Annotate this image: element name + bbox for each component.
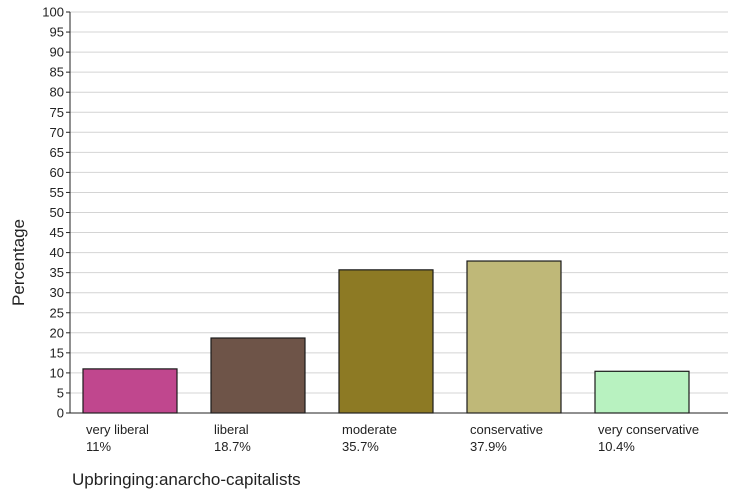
y-tick-label: 80 (50, 85, 64, 100)
y-tick-label: 95 (50, 25, 64, 40)
bar-liberal (210, 337, 306, 414)
category-labels: very liberal 11% liberal 18.7% moderate 35.7%… (86, 422, 699, 454)
bar-very-liberal (82, 368, 178, 414)
y-tick-labels: 0 5 10 15 20 25 30 35 40 45 50 55 60 65 70 75 80 85 90 95 10… (42, 5, 70, 421)
y-tick-label: 85 (50, 65, 64, 80)
y-axis-title: Percentage (9, 219, 28, 306)
bar-moderate (338, 269, 434, 414)
y-tick-label: 5 (57, 385, 64, 400)
y-tick-label: 20 (50, 325, 64, 340)
x-axis-title: Upbringing:anarcho-capitalists (72, 470, 301, 489)
y-tick-label: 35 (50, 265, 64, 280)
bar-very-conservative (594, 370, 690, 414)
y-tick-label: 40 (50, 245, 64, 260)
y-tick-label: 25 (50, 305, 64, 320)
value-label: 37.9% (470, 439, 507, 454)
value-label: 18.7% (214, 439, 251, 454)
y-tick-label: 45 (50, 225, 64, 240)
y-tick-label: 60 (50, 165, 64, 180)
y-tick-label: 65 (50, 145, 64, 160)
y-tick-label: 70 (50, 125, 64, 140)
value-label: 35.7% (342, 439, 379, 454)
value-label: 11% (86, 439, 111, 454)
y-tick-label: 0 (57, 406, 64, 421)
category-label: moderate (342, 422, 397, 437)
category-label: very liberal (86, 422, 149, 437)
category-label: liberal (214, 422, 249, 437)
bars (82, 260, 690, 414)
y-tick-label: 90 (50, 45, 64, 60)
bar-conservative (466, 260, 562, 414)
y-tick-label: 75 (50, 105, 64, 120)
value-label: 10.4% (598, 439, 635, 454)
y-tick-label: 10 (50, 365, 64, 380)
y-tick-label: 100 (42, 5, 64, 20)
y-tick-label: 15 (50, 345, 64, 360)
category-label: very conservative (598, 422, 699, 437)
y-tick-label: 30 (50, 285, 64, 300)
grid-lines (70, 11, 728, 414)
category-label: conservative (470, 422, 543, 437)
y-tick-label: 55 (50, 185, 64, 200)
y-tick-label: 50 (50, 205, 64, 220)
